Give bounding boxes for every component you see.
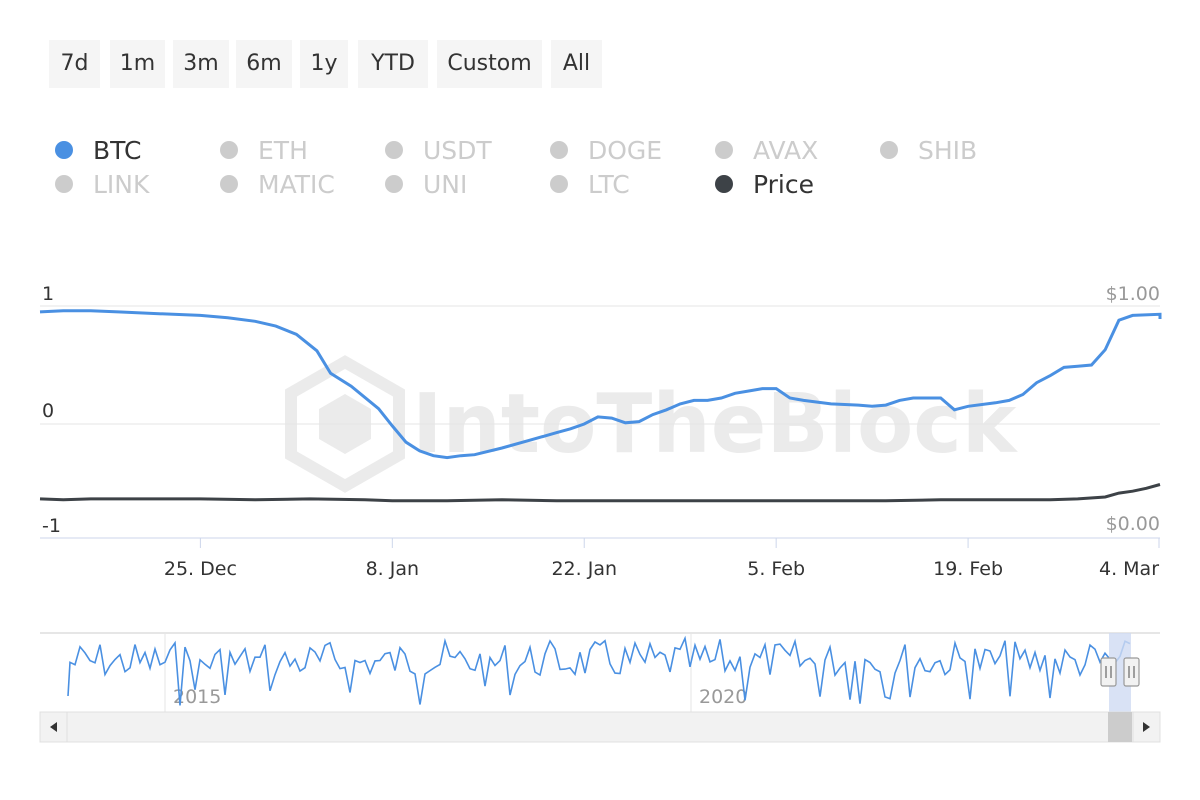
scrollbar-track[interactable] <box>39 711 1161 743</box>
legend-item-link[interactable]: LINK <box>55 170 149 200</box>
legend-label: SHIB <box>918 136 978 165</box>
legend-dot-icon <box>385 141 403 159</box>
y-left-tick-label: -1 <box>42 515 61 537</box>
x-axis-tick-label: 19. Feb <box>933 558 1003 580</box>
legend-label: UNI <box>423 170 468 199</box>
y-right-tick-label: $1.00 <box>1106 283 1160 305</box>
main-chart: IntoTheBlock 1 0 -1 $1.00 $0.00 25. Dec 8… <box>39 283 1162 580</box>
y-left-tick-label: 0 <box>42 400 54 422</box>
legend-label: AVAX <box>753 136 819 165</box>
y-right-tick-label: $0.00 <box>1106 513 1160 535</box>
legend-dot-icon <box>220 175 238 193</box>
legend-dot-icon <box>715 141 733 159</box>
legend-dot-icon <box>880 141 898 159</box>
legend-item-uni[interactable]: UNI <box>385 170 467 200</box>
legend-item-usdt[interactable]: USDT <box>385 136 492 166</box>
legend-label: Price <box>753 170 814 199</box>
navigator-year-label: 2015 <box>173 686 221 708</box>
range-6m-button[interactable]: 6m <box>236 40 292 88</box>
legend-label: BTC <box>93 136 142 165</box>
navigator-left-handle[interactable] <box>1100 657 1117 687</box>
range-custom-button[interactable]: Custom <box>437 40 542 88</box>
navigator-right-handle[interactable] <box>1123 657 1140 687</box>
navigator: 2015 2020 <box>39 632 1161 743</box>
legend-item-avax[interactable]: AVAX <box>715 136 818 166</box>
legend-dot-icon <box>55 175 73 193</box>
range-ytd-button[interactable]: YTD <box>358 40 428 88</box>
range-1m-button[interactable]: 1m <box>110 40 165 88</box>
legend-item-ltc[interactable]: LTC <box>550 170 630 200</box>
scrollbar-thumb[interactable] <box>1108 712 1132 742</box>
legend-label: ETH <box>258 136 308 165</box>
legend-item-shib[interactable]: SHIB <box>880 136 977 166</box>
y-left-tick-label: 1 <box>42 283 54 305</box>
legend-dot-icon <box>385 175 403 193</box>
range-7d-button[interactable]: 7d <box>49 40 100 88</box>
legend-item-price[interactable]: Price <box>715 170 814 200</box>
legend-label: DOGE <box>588 136 663 165</box>
legend-item-btc[interactable]: BTC <box>55 136 141 166</box>
legend-item-doge[interactable]: DOGE <box>550 136 662 166</box>
range-all-button[interactable]: All <box>551 40 602 88</box>
legend-dot-icon <box>715 175 733 193</box>
x-axis-tick-label: 4. Mar <box>1099 558 1159 580</box>
legend-dot-icon <box>55 141 73 159</box>
navigator-year-label: 2020 <box>699 686 747 708</box>
legend-item-matic[interactable]: MATIC <box>220 170 335 200</box>
legend-dot-icon <box>220 141 238 159</box>
series-line-price <box>39 483 1161 503</box>
scrollbar-right-arrow-button[interactable] <box>1132 711 1161 743</box>
legend-label: MATIC <box>258 170 335 199</box>
x-axis-tick-label: 22. Jan <box>551 558 617 580</box>
scrollbar-left-arrow-button[interactable] <box>39 711 68 743</box>
range-1y-button[interactable]: 1y <box>300 40 348 88</box>
x-axis-tick-label: 5. Feb <box>747 558 805 580</box>
arrow-right-icon <box>1143 722 1150 732</box>
series-line-btc <box>39 309 1162 460</box>
x-axis-tick-label: 8. Jan <box>366 558 419 580</box>
legend-label: LINK <box>93 170 150 199</box>
x-axis-ticks: 25. Dec 8. Jan 22. Jan 5. Feb 19. Feb 4. Mar <box>164 538 1160 580</box>
x-axis-tick-label: 25. Dec <box>164 558 237 580</box>
legend-item-eth[interactable]: ETH <box>220 136 308 166</box>
legend-dot-icon <box>550 175 568 193</box>
range-3m-button[interactable]: 3m <box>173 40 229 88</box>
legend-label: LTC <box>588 170 630 199</box>
legend-dot-icon <box>550 141 568 159</box>
legend-label: USDT <box>423 136 492 165</box>
navigator-series-line <box>67 635 1131 706</box>
navigator-selection-mask[interactable] <box>1109 633 1131 712</box>
arrow-left-icon <box>50 722 57 732</box>
